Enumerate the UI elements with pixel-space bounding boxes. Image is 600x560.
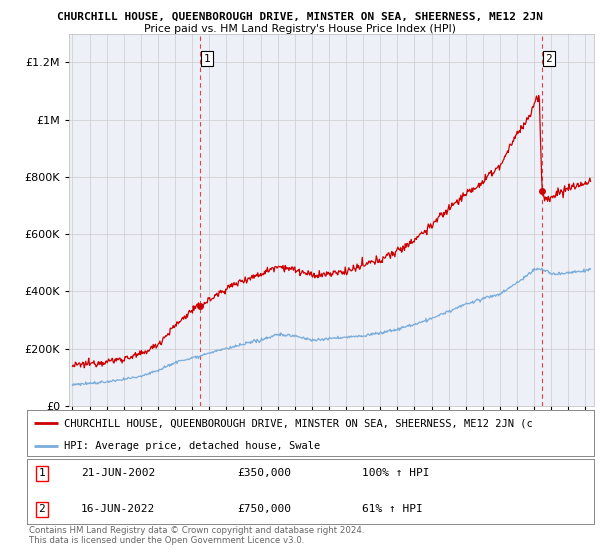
- Text: 21-JUN-2002: 21-JUN-2002: [81, 468, 155, 478]
- Text: HPI: Average price, detached house, Swale: HPI: Average price, detached house, Swal…: [64, 441, 320, 451]
- Text: £350,000: £350,000: [237, 468, 291, 478]
- Text: 61% ↑ HPI: 61% ↑ HPI: [362, 505, 422, 515]
- Text: 1: 1: [203, 54, 211, 64]
- Text: 2: 2: [545, 54, 552, 64]
- Text: Contains HM Land Registry data © Crown copyright and database right 2024.: Contains HM Land Registry data © Crown c…: [29, 526, 364, 535]
- Text: 1: 1: [38, 468, 45, 478]
- Text: CHURCHILL HOUSE, QUEENBOROUGH DRIVE, MINSTER ON SEA, SHEERNESS, ME12 2JN: CHURCHILL HOUSE, QUEENBOROUGH DRIVE, MIN…: [57, 11, 543, 21]
- Text: CHURCHILL HOUSE, QUEENBOROUGH DRIVE, MINSTER ON SEA, SHEERNESS, ME12 2JN (c: CHURCHILL HOUSE, QUEENBOROUGH DRIVE, MIN…: [64, 418, 533, 428]
- Text: 100% ↑ HPI: 100% ↑ HPI: [362, 468, 429, 478]
- Text: This data is licensed under the Open Government Licence v3.0.: This data is licensed under the Open Gov…: [29, 536, 304, 545]
- Text: Price paid vs. HM Land Registry's House Price Index (HPI): Price paid vs. HM Land Registry's House …: [144, 24, 456, 34]
- Text: 2: 2: [38, 505, 45, 515]
- Text: 16-JUN-2022: 16-JUN-2022: [81, 505, 155, 515]
- Text: £750,000: £750,000: [237, 505, 291, 515]
